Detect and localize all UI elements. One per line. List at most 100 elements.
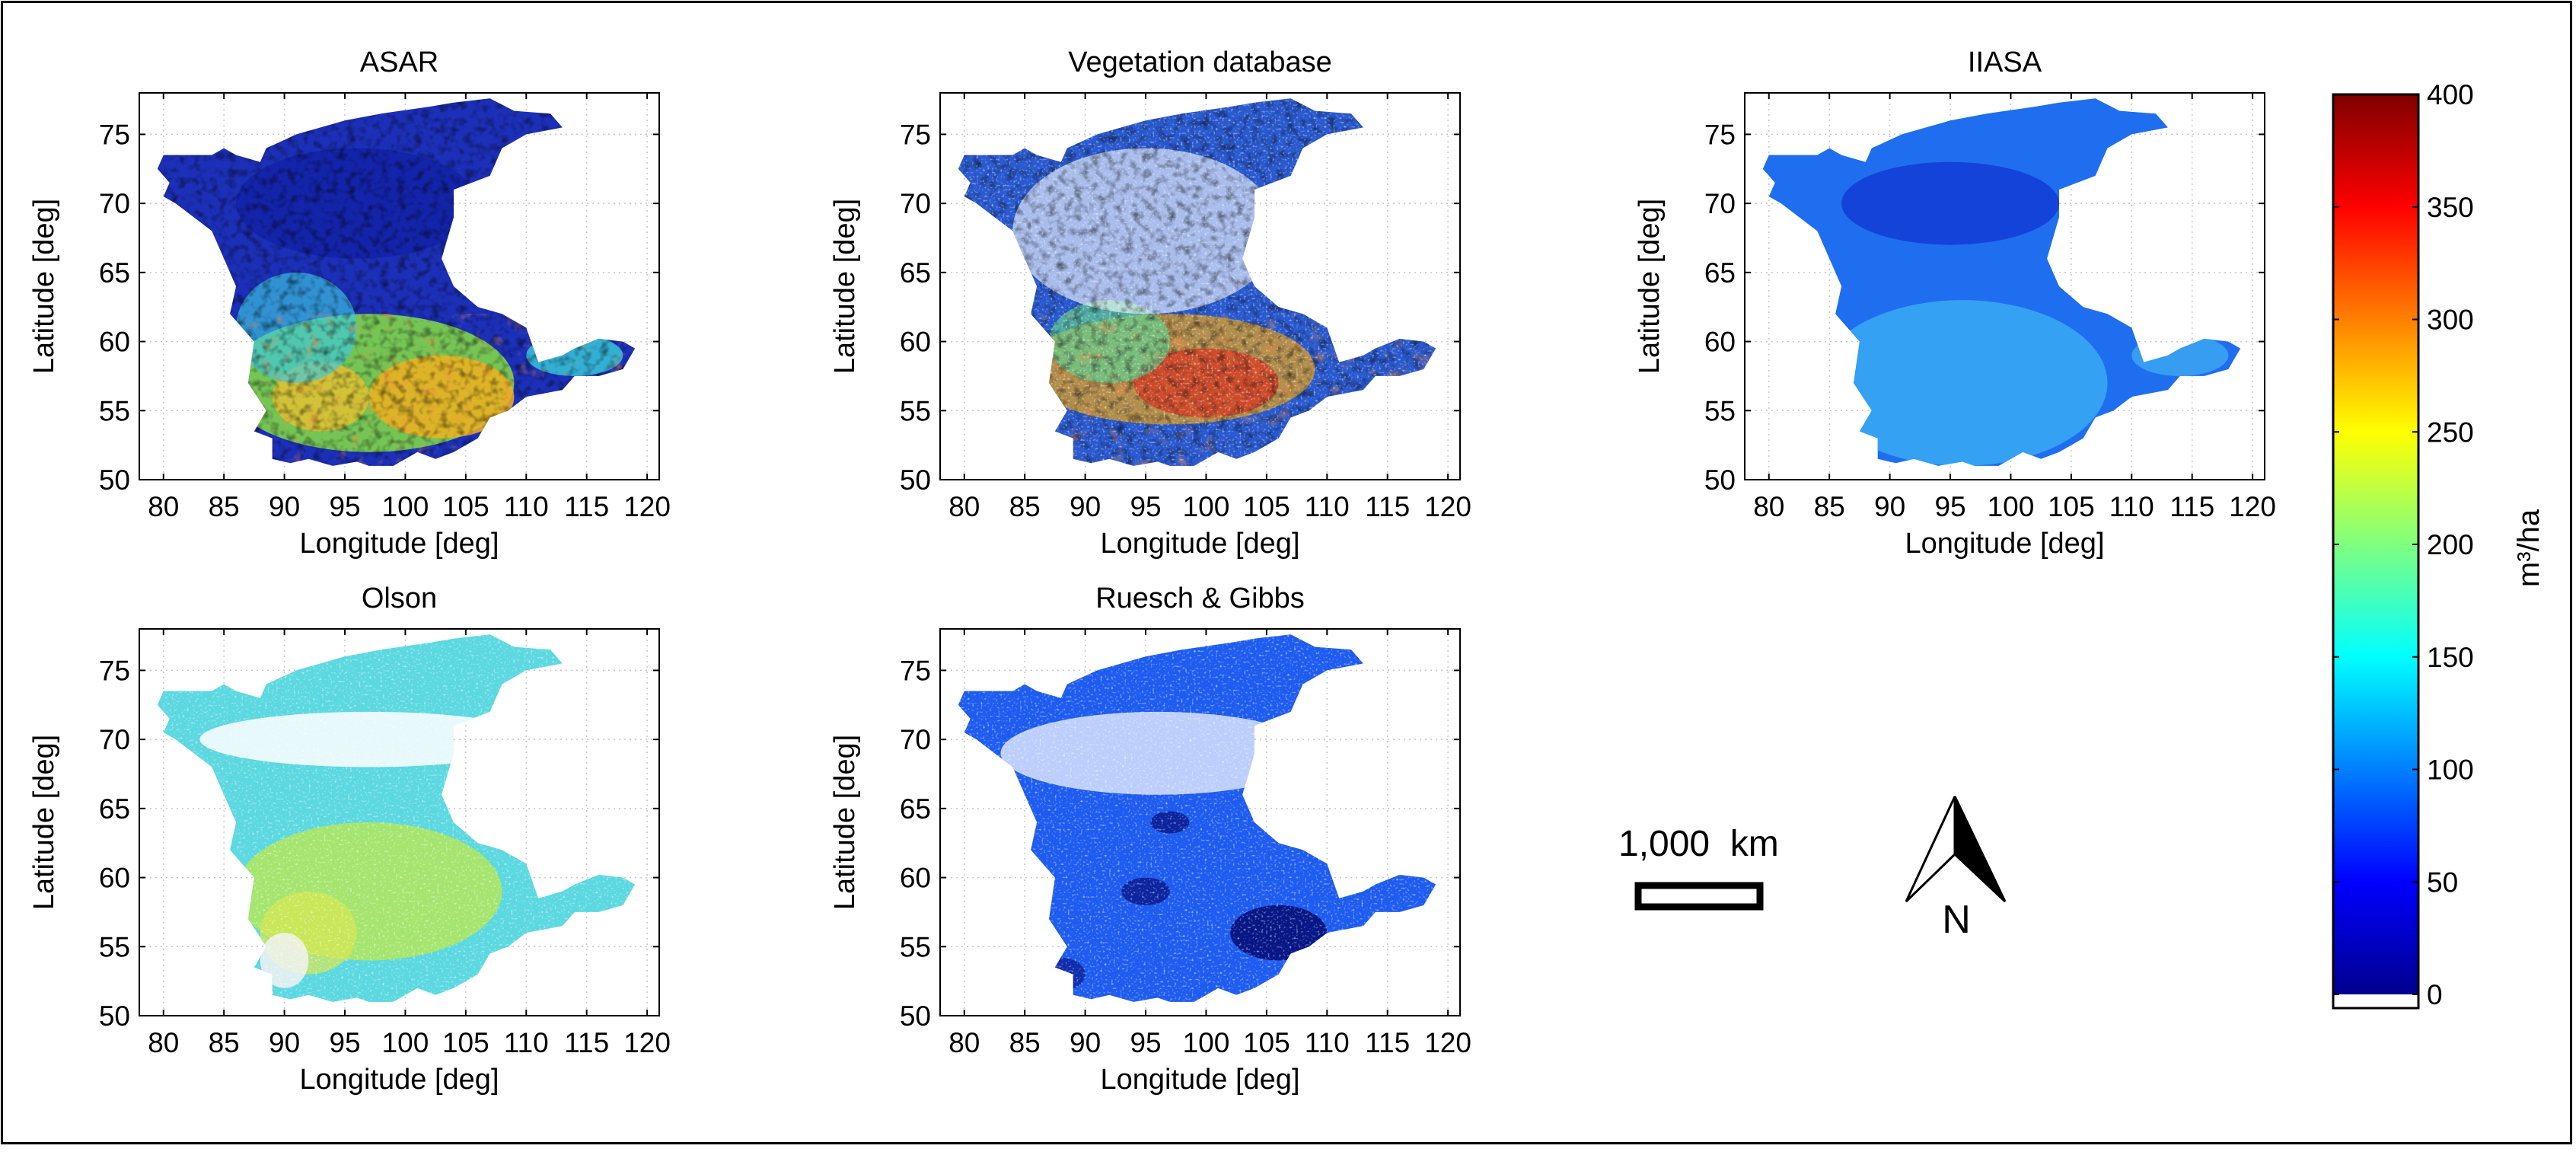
x-tick-label: 95 xyxy=(1130,491,1161,522)
x-tick-label: 110 xyxy=(2109,491,2154,522)
y-tick-label: 55 xyxy=(99,931,130,962)
y-tick-label: 55 xyxy=(99,395,130,426)
x-axis-label: Longitude [deg] xyxy=(1100,1064,1299,1096)
map-panels: 80 85 90 95 100 105 110 115 120 50 55 60 65 70 75 ASAR L… xyxy=(28,46,2276,1096)
scale-bar-rect xyxy=(1634,882,1764,911)
x-tick-label: 80 xyxy=(1753,491,1784,522)
y-tick-label: 65 xyxy=(1704,257,1736,289)
axes-frame xyxy=(1744,92,2265,480)
x-tick-label: 85 xyxy=(1814,491,1845,522)
colorbar-zero-band xyxy=(2333,994,2418,1008)
north-arrow-right xyxy=(1953,796,2007,903)
x-tick-label: 90 xyxy=(269,1027,300,1058)
x-tick-label: 100 xyxy=(1988,491,2035,522)
x-tick-label: 120 xyxy=(1424,1027,1471,1058)
map-panel-ruesch-gibbs: 80 85 90 95 100 105 110 115 120 50 55 60 65 70 75 Ruesc… xyxy=(829,582,1471,1096)
x-tick-label: 90 xyxy=(1070,491,1101,522)
map-panel-asar: 80 85 90 95 100 105 110 115 120 50 55 60 65 70 75 ASAR L… xyxy=(28,46,671,560)
colorbar-tick-label: 50 xyxy=(2427,866,2458,898)
x-tick-label: 115 xyxy=(564,1027,609,1058)
y-tick-label: 65 xyxy=(99,257,130,289)
x-tick-label: 80 xyxy=(948,491,980,522)
y-tick-label: 60 xyxy=(99,327,130,358)
x-tick-label: 100 xyxy=(382,491,429,522)
map-panel-vegetation-database: 80 85 90 95 100 105 110 115 120 50 55 60 65 70 75 Veget… xyxy=(829,46,1471,560)
y-axis-label: Latitude [deg] xyxy=(829,735,861,910)
x-tick-label: 110 xyxy=(1305,491,1350,522)
x-tick-label: 120 xyxy=(1424,491,1471,522)
colorbar-tick-label: 100 xyxy=(2427,755,2474,786)
x-tick-label: 105 xyxy=(2048,491,2095,522)
x-tick-label: 115 xyxy=(2170,491,2214,522)
x-tick-label: 105 xyxy=(1243,1027,1290,1058)
y-tick-label: 50 xyxy=(99,464,130,496)
north-arrow: N xyxy=(1905,796,2007,942)
colorbar-tick-label: 400 xyxy=(2427,79,2474,110)
y-tick-label: 70 xyxy=(99,724,130,755)
y-tick-label: 60 xyxy=(1704,327,1736,358)
y-tick-label: 60 xyxy=(900,863,931,894)
x-tick-label: 110 xyxy=(1305,1027,1350,1058)
x-tick-label: 80 xyxy=(148,491,179,522)
colorbar-gradient xyxy=(2333,94,2418,994)
x-tick-label: 115 xyxy=(1365,491,1410,522)
y-tick-label: 50 xyxy=(99,1000,130,1032)
colorbar-label: m³/ha xyxy=(2512,509,2546,587)
x-tick-label: 85 xyxy=(1009,491,1041,522)
x-tick-label: 95 xyxy=(329,1027,360,1058)
y-tick-label: 75 xyxy=(900,655,931,686)
y-axis-label: Latitude [deg] xyxy=(28,735,60,910)
y-tick-label: 70 xyxy=(1704,188,1736,219)
axes-frame xyxy=(139,628,660,1016)
y-axis-label: Latitude [deg] xyxy=(28,199,60,374)
x-tick-label: 85 xyxy=(1009,1027,1041,1058)
y-tick-label: 70 xyxy=(99,188,130,219)
x-tick-label: 95 xyxy=(1934,491,1965,522)
x-tick-label: 110 xyxy=(504,491,549,522)
x-tick-label: 85 xyxy=(209,491,240,522)
colorbar-tick-label: 350 xyxy=(2427,192,2474,223)
colorbar-tick-label: 150 xyxy=(2427,642,2474,673)
y-tick-label: 55 xyxy=(900,931,931,962)
x-tick-label: 105 xyxy=(1243,491,1290,522)
y-tick-label: 75 xyxy=(1704,119,1736,150)
y-tick-label: 75 xyxy=(900,119,931,150)
x-tick-label: 95 xyxy=(329,491,360,522)
y-tick-label: 75 xyxy=(99,655,130,686)
axes-frame xyxy=(939,628,1461,1016)
panel-title: ASAR xyxy=(360,46,438,78)
axes-frame xyxy=(939,92,1461,480)
north-arrow-label: N xyxy=(1942,898,1971,942)
y-axis-label: Latitude [deg] xyxy=(829,199,861,374)
x-tick-label: 115 xyxy=(1365,1027,1410,1058)
x-tick-label: 90 xyxy=(1070,1027,1101,1058)
x-tick-label: 105 xyxy=(442,1027,489,1058)
x-tick-label: 110 xyxy=(504,1027,549,1058)
colorbar-tick-label: 250 xyxy=(2427,416,2474,448)
x-tick-label: 85 xyxy=(209,1027,240,1058)
x-tick-label: 120 xyxy=(623,491,671,522)
panel-title: IIASA xyxy=(1968,46,2042,78)
x-tick-label: 90 xyxy=(269,491,300,522)
colorbar-tick-label: 300 xyxy=(2427,305,2474,336)
map-panel-olson: 80 85 90 95 100 105 110 115 120 50 55 60 65 70 75 Olson… xyxy=(28,582,671,1096)
y-tick-label: 60 xyxy=(99,863,130,894)
y-tick-label: 65 xyxy=(900,793,931,825)
x-tick-label: 105 xyxy=(442,491,489,522)
x-tick-label: 100 xyxy=(1183,491,1230,522)
y-tick-label: 55 xyxy=(900,395,931,426)
y-tick-label: 55 xyxy=(1704,395,1736,426)
scale-bar-label: 1,000 km xyxy=(1618,824,1779,864)
x-tick-label: 115 xyxy=(564,491,609,522)
y-tick-label: 50 xyxy=(1704,464,1736,496)
x-tick-label: 100 xyxy=(382,1027,429,1058)
panel-title: Ruesch & Gibbs xyxy=(1095,582,1305,614)
x-tick-label: 95 xyxy=(1130,1027,1161,1058)
y-tick-label: 75 xyxy=(99,119,130,150)
y-tick-label: 70 xyxy=(900,724,931,755)
map-value-region xyxy=(1817,300,2108,466)
colorbar-tick-label: 0 xyxy=(2427,979,2443,1010)
y-tick-label: 60 xyxy=(900,327,931,358)
